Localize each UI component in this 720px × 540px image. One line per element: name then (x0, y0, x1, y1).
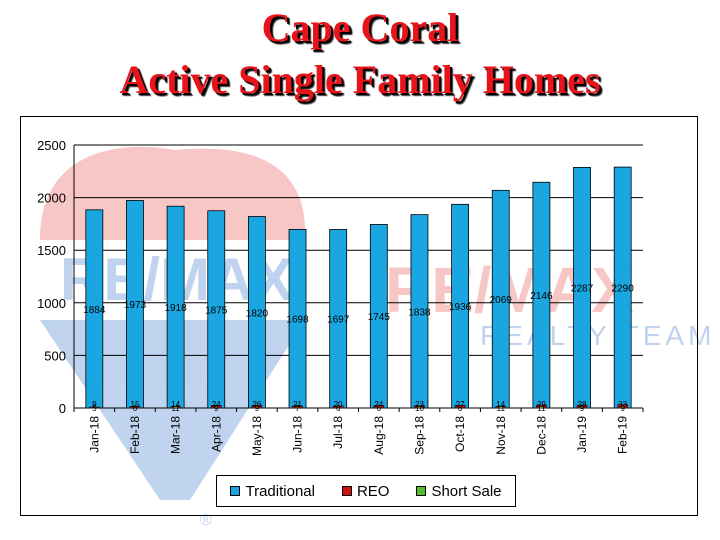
data-label-Aug-18: 1745 (368, 312, 391, 323)
chart-frame (20, 116, 698, 516)
balloon-top-shape (40, 146, 306, 240)
balloon-bottom-shape (40, 320, 305, 500)
data-label-short-sale-Nov-18: 11 (497, 404, 506, 413)
data-label-Feb-18: 1973 (124, 300, 147, 311)
data-label-short-sale-Jul-18: 6 (336, 404, 341, 413)
data-label-short-sale-Jan-19: 9 (580, 404, 585, 413)
data-label-reo-Jun-18: 21 (293, 400, 302, 409)
data-label-Oct-18: 1936 (449, 302, 472, 313)
data-label-reo-Sep-18: 23 (415, 400, 424, 409)
legend-label-short-sale: Short Sale (431, 482, 502, 500)
data-label-reo-Aug-18: 24 (374, 400, 383, 409)
data-label-Mar-18: 1918 (164, 303, 187, 314)
legend-label-traditional: Traditional (245, 482, 315, 500)
data-label-Jul-18: 1697 (327, 315, 350, 326)
data-label-short-sale-May-18: 9 (255, 404, 260, 413)
data-label-reo-Jul-18: 20 (334, 400, 343, 409)
data-label-May-18: 1820 (246, 308, 269, 319)
y-tick-label-500: 500 (44, 348, 66, 363)
data-label-short-sale-Dec-18: 11 (537, 404, 546, 413)
data-label-reo-Jan-18: 9 (92, 400, 97, 409)
bar-short-sale-Dec-18 (539, 406, 544, 409)
x-tick-label-Nov-18: Nov-18 (494, 416, 508, 455)
x-tick-label-Dec-18: Dec-18 (534, 416, 548, 455)
data-label-reo-Apr-18: 24 (212, 400, 221, 409)
data-label-reo-Jan-19: 28 (578, 400, 587, 409)
data-label-short-sale-Mar-18: 11 (171, 404, 180, 413)
legend-item-reo: REO (341, 482, 390, 500)
data-label-Dec-18: 2146 (530, 291, 553, 302)
chart-title-line2: Active Single Family Homes (119, 57, 601, 102)
watermark-subtext: REALTY TEAM (480, 320, 715, 351)
data-label-reo-Nov-18: 14 (496, 400, 505, 409)
bar-short-sale-May-18 (254, 406, 260, 409)
x-tick-label-Feb-18: Feb-18 (128, 416, 142, 454)
y-tick-label-1000: 1000 (37, 296, 66, 311)
bar-short-sale-Feb-19 (620, 406, 625, 409)
legend-swatch-reo (341, 486, 352, 496)
chart-title-line1: Cape Coral (261, 5, 459, 50)
y-tick-label-1500: 1500 (37, 243, 66, 258)
bar-short-sale-Nov-18 (498, 406, 503, 409)
x-tick-label-Jan-19: Jan-19 (575, 416, 589, 453)
data-label-short-sale-Oct-18: 6 (458, 404, 463, 413)
data-label-short-sale-Aug-18: 6 (377, 404, 382, 413)
bar-short-sale-Jul-18 (336, 407, 341, 409)
x-tick-label-Aug-18: Aug-18 (372, 416, 386, 455)
legend-swatch-traditional (230, 486, 241, 496)
legend-swatch-short-sale (416, 486, 427, 496)
data-label-reo-May-18: 26 (252, 400, 261, 409)
legend-item-traditional: Traditional (230, 482, 315, 500)
data-label-Jan-19: 2287 (571, 284, 594, 295)
bar-short-sale-Jun-18 (295, 407, 300, 409)
x-tick-label-May-18: May-18 (250, 416, 264, 456)
data-label-reo-Feb-19: 33 (618, 400, 627, 409)
data-label-Jan-18: 1884 (83, 305, 106, 316)
legend-label-reo: REO (356, 482, 390, 500)
bar-short-sale-Aug-18 (376, 407, 381, 409)
bar-short-sale-Apr-18 (214, 406, 219, 409)
data-label-short-sale-Sep-18: 10 (415, 404, 424, 413)
x-tick-label-Jan-18: Jan-18 (87, 416, 101, 453)
data-label-short-sale-Feb-19: 9 (620, 404, 625, 413)
x-tick-label-Jun-18: Jun-18 (291, 416, 305, 453)
data-label-Jun-18: 1698 (286, 315, 309, 326)
x-tick-label-Oct-18: Oct-18 (453, 416, 467, 452)
data-label-short-sale-Jun-18: 7 (295, 404, 300, 413)
bar-short-sale-Jan-19 (579, 406, 585, 409)
bar-short-sale-Oct-18 (457, 407, 463, 409)
bar-short-sale-Mar-18 (173, 406, 178, 409)
x-tick-label-Sep-18: Sep-18 (412, 416, 426, 455)
x-tick-label-Jul-18: Jul-18 (331, 416, 345, 449)
data-label-Sep-18: 1838 (408, 307, 431, 318)
y-tick-label-2500: 2500 (37, 138, 66, 153)
x-tick-label-Mar-18: Mar-18 (169, 416, 183, 454)
data-label-Feb-19: 2290 (612, 284, 635, 295)
data-label-reo-Mar-18: 14 (171, 400, 180, 409)
y-tick-label-2000: 2000 (37, 191, 66, 206)
data-label-reo-Dec-18: 29 (537, 400, 546, 409)
bar-short-sale-Jan-18 (92, 407, 97, 409)
data-label-reo-Feb-18: 15 (131, 400, 140, 409)
legend-item-short-sale: Short Sale (416, 482, 502, 500)
y-tick-label-0: 0 (59, 401, 66, 416)
x-tick-label-Apr-18: Apr-18 (209, 416, 223, 452)
data-label-short-sale-Apr-18: 9 (214, 404, 219, 413)
data-label-reo-Oct-18: 27 (456, 400, 465, 409)
bar-short-sale-Feb-18 (132, 407, 138, 409)
watermark-registered-mark: ® (200, 512, 212, 529)
data-label-Nov-18: 2069 (490, 295, 513, 306)
data-label-short-sale-Jan-18: 5 (92, 404, 97, 413)
bar-short-sale-Sep-18 (417, 406, 422, 409)
data-label-short-sale-Feb-18: 6 (133, 404, 138, 413)
data-label-Apr-18: 1875 (205, 305, 228, 316)
chart-legend: Traditional REO Short Sale (216, 475, 516, 507)
x-tick-label-Feb-19: Feb-19 (616, 416, 630, 454)
